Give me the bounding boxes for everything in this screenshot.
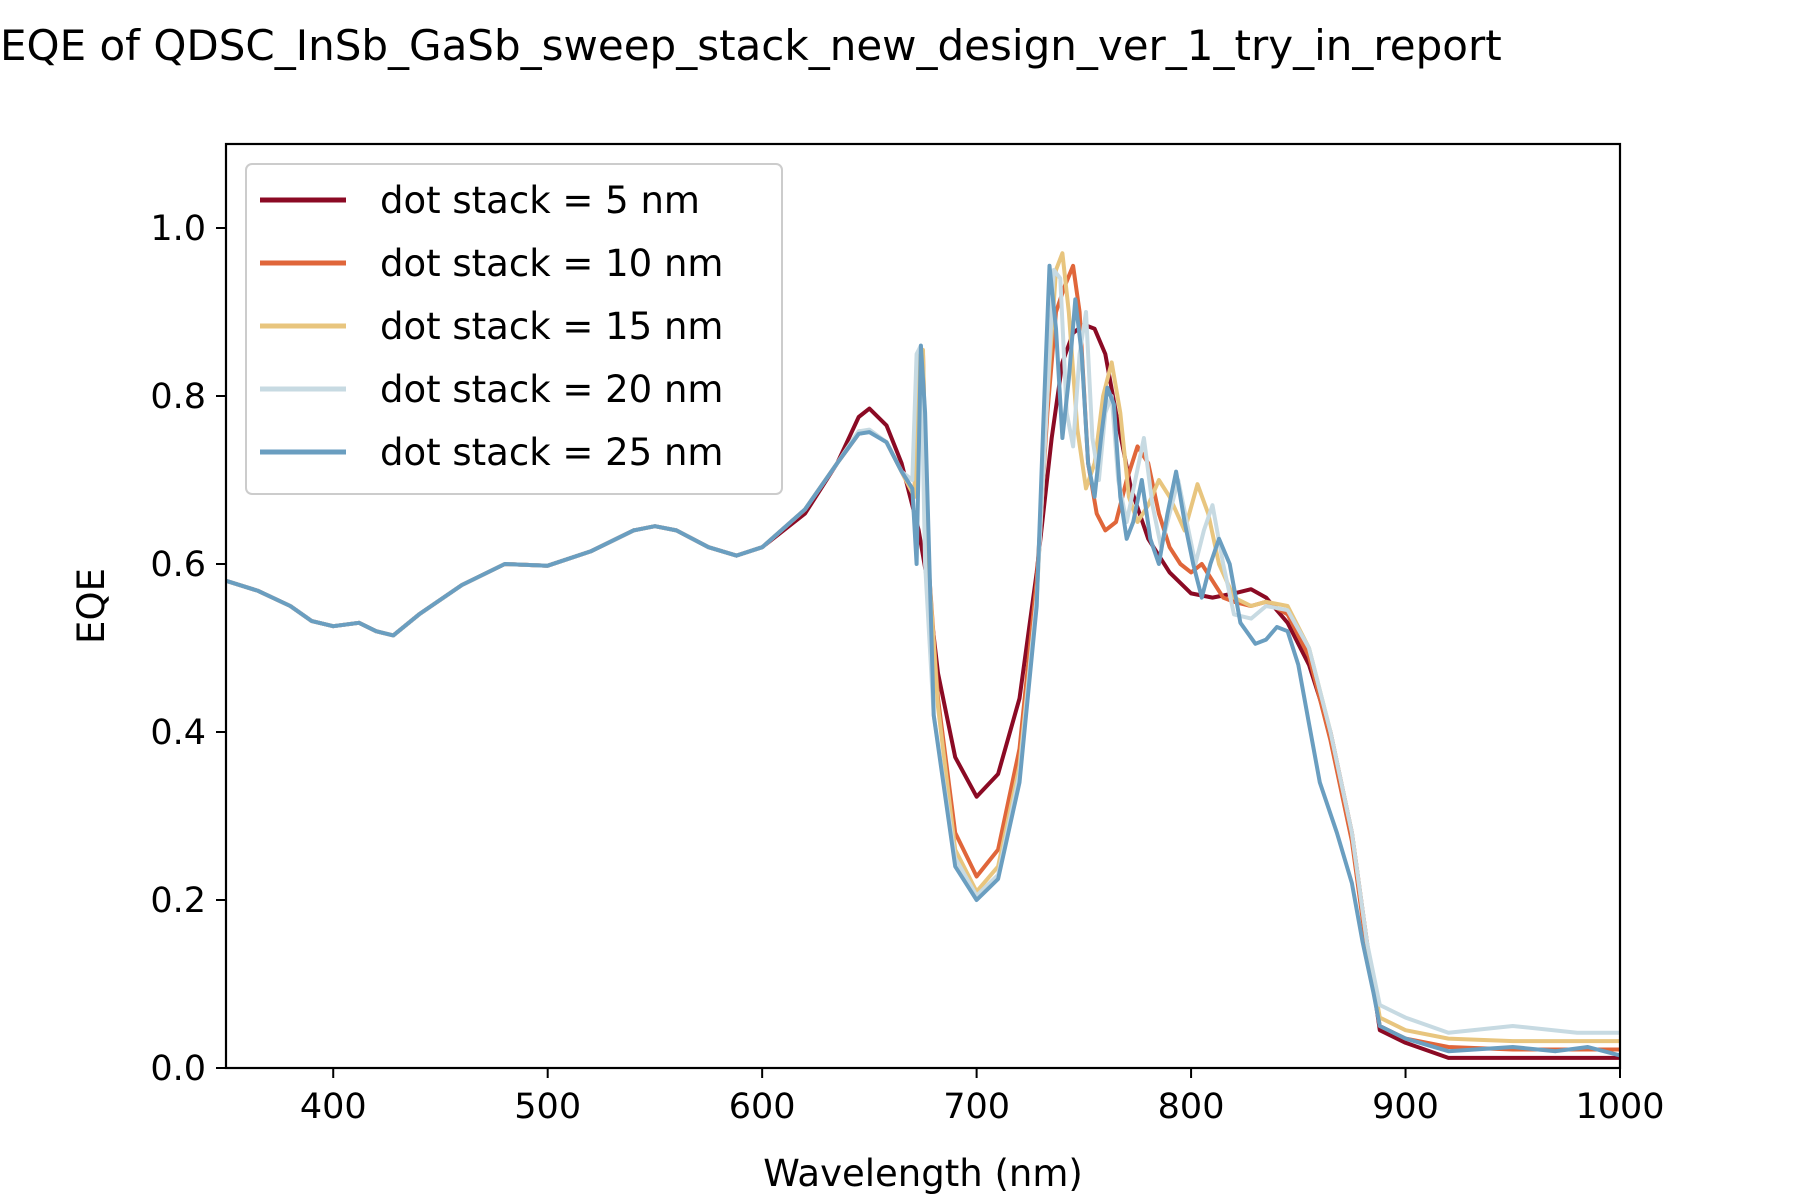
x-tick-label: 900 [1372,1087,1439,1127]
x-tick-label: 700 [943,1087,1010,1127]
legend: dot stack = 5 nm dot stack = 10 nm dot sta… [245,163,783,495]
plot-area: 400 500 600 700 800 900 1000 0.0 0.2 0.4 0.6 0.8 1.… [150,142,1665,1127]
legend-entry-label: dot stack = 5 nm [380,179,700,222]
legend-entry-label: dot stack = 25 nm [380,431,723,474]
series-line-5 [226,263,1620,1058]
x-axis-label: Wavelength (nm) [763,1152,1083,1195]
x-tick-label: 600 [729,1087,796,1127]
chart-title: EQE of QDSC_InSb_GaSb_sweep_stack_new_de… [0,21,1502,70]
legend-box [245,163,783,495]
x-tick-label: 800 [1158,1087,1225,1127]
y-axis-label: EQE [70,568,113,644]
x-axis: 400 500 600 700 800 900 1000 [300,1068,1665,1127]
plot-frame [224,142,1622,1070]
y-tick-label: 0.2 [150,881,206,921]
x-tick-label: 500 [514,1087,581,1127]
x-tick-label: 1000 [1575,1087,1664,1127]
series-group [226,251,1620,1060]
legend-entry-label: dot stack = 15 nm [380,305,723,348]
y-tick-label: 0.6 [150,545,206,585]
x-tick-label: 400 [300,1087,367,1127]
y-tick-label: 1.0 [150,209,206,249]
y-axis: 0.0 0.2 0.4 0.6 0.8 1.0 [150,209,226,1089]
y-tick-label: 0.0 [150,1049,206,1089]
legend-entry-label: dot stack = 20 nm [380,368,723,411]
y-tick-label: 0.4 [150,713,206,753]
y-tick-label: 0.8 [150,377,206,417]
legend-entry-label: dot stack = 10 nm [380,242,723,285]
